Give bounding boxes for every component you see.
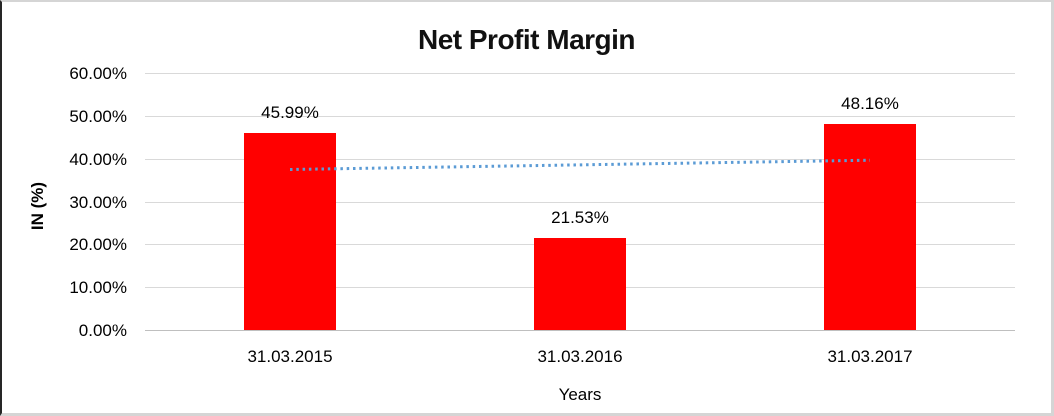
gridline	[145, 158, 1015, 160]
x-axis-line	[145, 330, 1015, 331]
y-tick-label: 0.00%	[78, 321, 127, 340]
y-tick-label: 20.00%	[69, 235, 127, 255]
bar-31.03.2017	[824, 123, 916, 330]
x-tick-label: 31.03.2017	[827, 347, 913, 366]
y-tick-label: 30.00%	[69, 192, 127, 212]
y-tick-label: 60.00%	[69, 64, 127, 83]
gridline	[145, 115, 1015, 117]
y-tick-label: 40.00%	[69, 149, 127, 169]
trendline-dotted	[289, 158, 871, 172]
x-tick-label: 31.03.2015	[247, 347, 333, 366]
gridline	[145, 73, 1015, 74]
y-tick-label: 10.00%	[69, 278, 127, 298]
gridline	[145, 201, 1015, 203]
bar-31.03.2015	[244, 133, 336, 330]
x-axis-title: Years	[558, 385, 602, 404]
chart-title: Net Profit Margin	[417, 24, 636, 55]
x-tick-label: 31.03.2016	[537, 347, 623, 366]
plot-area: 45.99% 21.53% 48.16%	[145, 73, 1015, 331]
bar-value-label: 45.99%	[261, 103, 319, 122]
bar-value-label: 48.16%	[841, 93, 899, 113]
y-tick-label: 50.00%	[69, 106, 127, 126]
bar-31.03.2016	[534, 237, 626, 330]
bar-value-label: 21.53%	[551, 207, 609, 227]
